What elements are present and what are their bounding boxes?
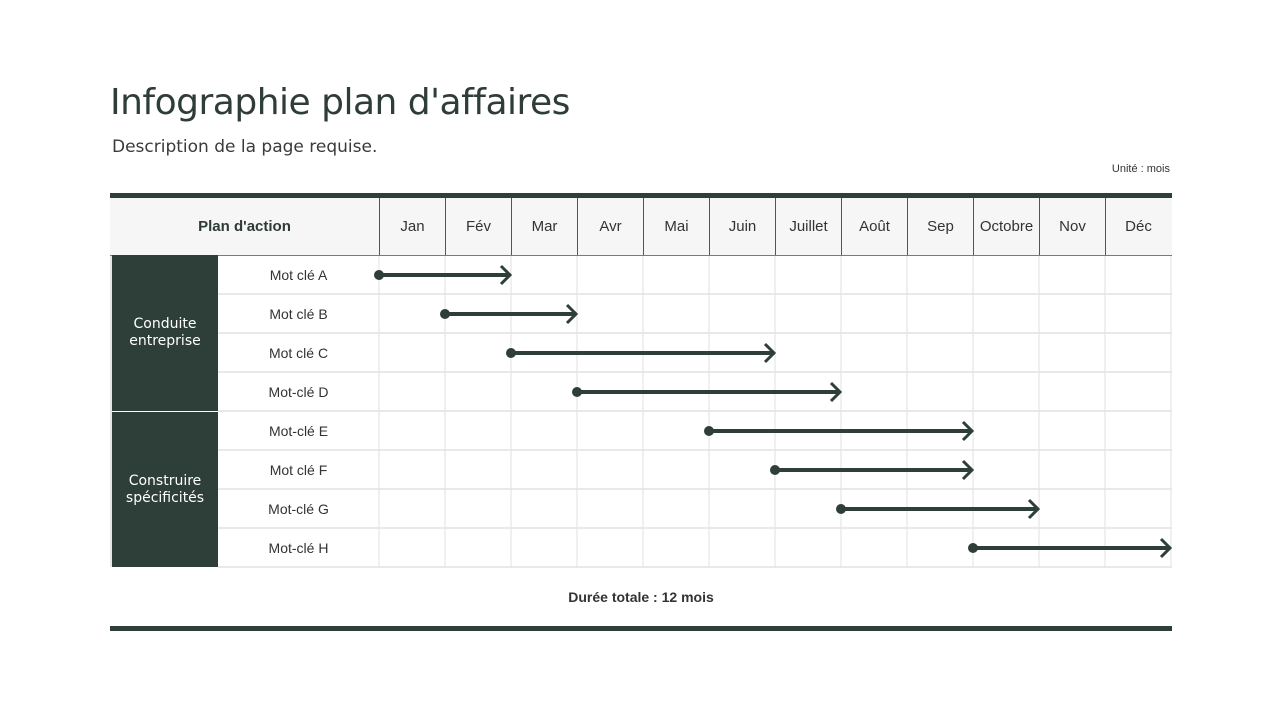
month-header: Avr	[577, 198, 643, 255]
task-end-arrow	[961, 459, 975, 481]
task-label: Mot clé C	[268, 344, 329, 361]
month-header: Juin	[709, 198, 775, 255]
task-end-arrow	[1027, 498, 1041, 520]
task-start-dot	[704, 426, 714, 436]
month-header: Mai	[643, 198, 709, 255]
total-duration: Durée totale : 12 mois	[568, 589, 714, 605]
task-end-arrow	[499, 264, 513, 286]
task-label: Mot-clé H	[268, 539, 329, 556]
task-label: Mot clé B	[269, 305, 328, 322]
group-label: Construire spécificités	[112, 412, 218, 567]
task-end-arrow	[1159, 537, 1173, 559]
month-header: Octobre	[973, 198, 1039, 255]
month-header: Nov	[1039, 198, 1105, 255]
month-header: Sep	[907, 198, 973, 255]
month-header: Mar	[511, 198, 577, 255]
task-start-dot	[770, 465, 780, 475]
page-description: Description de la page requise.	[112, 137, 378, 157]
bottom-divider	[110, 626, 1172, 631]
month-header: Déc	[1105, 198, 1171, 255]
task-label: Mot clé A	[269, 266, 328, 283]
month-header: Juillet	[775, 198, 841, 255]
task-label: Mot-clé D	[268, 383, 329, 400]
task-end-arrow	[961, 420, 975, 442]
task-start-dot	[374, 270, 384, 280]
header-plan: Plan d'action	[198, 218, 291, 235]
task-start-dot	[572, 387, 582, 397]
task-label: Mot clé F	[269, 461, 328, 478]
month-header: Fév	[445, 198, 511, 255]
task-end-arrow	[565, 303, 579, 325]
task-start-dot	[968, 543, 978, 553]
task-end-arrow	[829, 381, 843, 403]
page-title: Infographie plan d'affaires	[110, 82, 570, 123]
task-start-dot	[836, 504, 846, 514]
task-label: Mot-clé E	[268, 422, 329, 439]
unit-label: Unité : mois	[1111, 163, 1170, 175]
month-header: Jan	[379, 198, 445, 255]
month-header: Août	[841, 198, 907, 255]
task-start-dot	[506, 348, 516, 358]
task-end-arrow	[763, 342, 777, 364]
task-start-dot	[440, 309, 450, 319]
task-label: Mot-clé G	[268, 500, 329, 517]
group-label: Conduite entreprise	[112, 255, 218, 411]
gantt-header: Plan d'action Jan Fév Mar Avr Mai Juin Juillet…	[110, 198, 1172, 256]
top-divider	[110, 193, 1172, 198]
